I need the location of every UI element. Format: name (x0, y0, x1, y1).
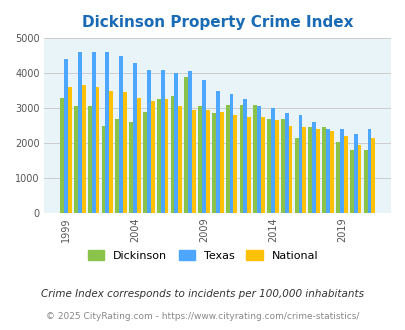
Bar (170, 96, 174, 213)
Bar (150, 101, 154, 213)
Bar (284, 113, 288, 213)
Bar (205, 110, 209, 213)
Bar (371, 138, 374, 213)
Bar (357, 145, 360, 213)
Bar (143, 112, 147, 213)
Bar (211, 113, 215, 213)
Bar (253, 105, 256, 213)
Bar (329, 131, 333, 213)
Bar (363, 150, 367, 213)
Bar (184, 77, 188, 213)
Legend: Dickinson, Texas, National: Dickinson, Texas, National (83, 246, 322, 265)
Bar (215, 90, 219, 213)
Bar (105, 52, 109, 213)
Bar (78, 52, 81, 213)
Bar (243, 99, 247, 213)
Bar (160, 70, 164, 213)
Text: © 2025 CityRating.com - https://www.cityrating.com/crime-statistics/: © 2025 CityRating.com - https://www.city… (46, 312, 359, 321)
Bar (335, 142, 339, 213)
Bar (343, 136, 347, 213)
Bar (129, 122, 133, 213)
Bar (188, 71, 192, 213)
Bar (280, 118, 284, 213)
Bar (95, 87, 99, 213)
Bar (349, 150, 353, 213)
Bar (87, 106, 92, 213)
Bar (367, 129, 371, 213)
Bar (64, 59, 68, 213)
Bar (174, 73, 178, 213)
Bar (202, 80, 205, 213)
Bar (164, 99, 168, 213)
Bar (311, 122, 315, 213)
Bar (219, 112, 223, 213)
Bar (123, 92, 127, 213)
Bar (198, 106, 202, 213)
Bar (315, 129, 319, 213)
Bar (298, 115, 302, 213)
Bar (74, 106, 78, 213)
Bar (92, 52, 95, 213)
Bar (225, 105, 229, 213)
Bar (270, 108, 274, 213)
Bar (294, 138, 298, 213)
Bar (115, 118, 119, 213)
Bar (229, 94, 233, 213)
Bar (119, 55, 123, 213)
Bar (109, 90, 113, 213)
Bar (136, 98, 141, 213)
Bar (256, 106, 260, 213)
Title: Dickinson Property Crime Index: Dickinson Property Crime Index (82, 15, 353, 30)
Bar (266, 118, 270, 213)
Bar (302, 127, 305, 213)
Text: Crime Index corresponds to incidents per 100,000 inhabitants: Crime Index corresponds to incidents per… (41, 289, 364, 299)
Bar (325, 129, 329, 213)
Bar (178, 106, 182, 213)
Bar (288, 125, 292, 213)
Bar (147, 70, 150, 213)
Bar (322, 127, 325, 213)
Bar (60, 98, 64, 213)
Bar (101, 125, 105, 213)
Bar (247, 117, 251, 213)
Bar (353, 134, 357, 213)
Bar (339, 129, 343, 213)
Bar (133, 63, 136, 213)
Bar (260, 117, 264, 213)
Bar (308, 127, 311, 213)
Bar (239, 105, 243, 213)
Bar (192, 110, 196, 213)
Bar (68, 87, 72, 213)
Bar (233, 115, 237, 213)
Bar (274, 120, 278, 213)
Bar (81, 85, 85, 213)
Bar (156, 99, 160, 213)
